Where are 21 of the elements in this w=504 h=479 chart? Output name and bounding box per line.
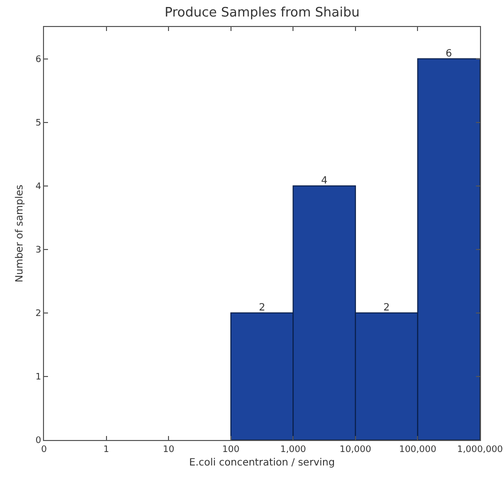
y-tick-label: 1 <box>35 372 42 383</box>
y-tick-label: 6 <box>35 54 42 65</box>
chart-title: Produce Samples from Shaibu <box>164 5 360 20</box>
x-tick-label: 100,000 <box>399 444 437 455</box>
data-label: 2 <box>383 302 390 314</box>
x-tick-label: 10,000 <box>340 444 372 455</box>
y-tick-label: 4 <box>35 182 42 192</box>
x-tick-label: 100 <box>222 444 240 455</box>
data-label: 6 <box>446 48 452 60</box>
y-tick-label: 0 <box>35 436 42 446</box>
x-tick-label: 10 <box>162 444 175 455</box>
y-tick-label: 3 <box>35 246 42 256</box>
y-tick-label: 2 <box>35 309 42 320</box>
x-tick-label: 1 <box>103 444 110 455</box>
x-tick-label: 1,000 <box>280 444 306 455</box>
data-label: 2 <box>258 302 266 314</box>
x-tick-label: 1,000,000 <box>457 444 504 455</box>
x-axis-title: E.coli concentration / serving <box>189 457 335 468</box>
y-tick-label: 5 <box>35 118 42 128</box>
data-label: 4 <box>321 175 328 186</box>
y-axis-title: Number of samples <box>14 184 26 282</box>
